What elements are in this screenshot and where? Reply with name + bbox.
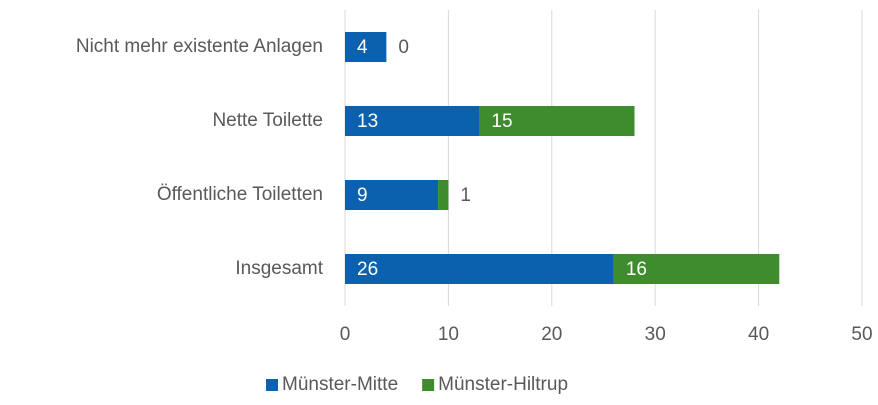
data-label: 26: [357, 259, 378, 280]
data-label: 9: [357, 185, 368, 206]
data-label: 13: [357, 111, 378, 132]
bar: [345, 106, 480, 136]
y-tick-label: Öffentliche Toiletten: [157, 184, 323, 205]
legend-label: Münster-Hiltrup: [438, 374, 568, 395]
x-tick-label: 0: [340, 324, 351, 345]
x-tick-label: 20: [541, 324, 562, 345]
data-label: 16: [626, 259, 647, 280]
bar: [345, 180, 439, 210]
data-label: 1: [460, 185, 471, 206]
bar: [479, 106, 635, 136]
x-tick-label: 40: [748, 324, 769, 345]
bar: [613, 254, 780, 284]
x-tick-label: 10: [438, 324, 459, 345]
legend-label: Münster-Mitte: [282, 374, 398, 395]
x-tick-label: 30: [645, 324, 666, 345]
bar: [345, 254, 614, 284]
y-tick-label: Nette Toilette: [212, 110, 323, 131]
data-label: 4: [357, 37, 368, 58]
x-tick-label: 50: [851, 324, 872, 345]
bar: [345, 32, 387, 62]
data-label: 0: [398, 37, 409, 58]
legend-swatch: [422, 379, 435, 391]
bar: [438, 180, 449, 210]
legend-swatch: [266, 379, 278, 391]
y-tick-label: Insgesamt: [235, 258, 323, 279]
data-label: 15: [491, 111, 512, 132]
y-tick-label: Nicht mehr existente Anlagen: [76, 36, 323, 57]
